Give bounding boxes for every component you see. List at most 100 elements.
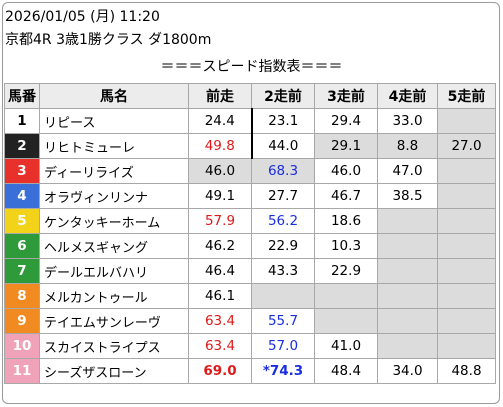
table-row: 5 ケンタッキーホーム 57.9 56.2 18.6 bbox=[4, 208, 496, 234]
speed-index-cell: 57.9 bbox=[188, 208, 252, 234]
speed-index-cell: 29.1 bbox=[314, 133, 378, 159]
speed-index-cell bbox=[437, 333, 496, 359]
speed-index-cell: 38.5 bbox=[377, 183, 438, 209]
horse-name: オラヴィンリンナ bbox=[39, 183, 189, 209]
table-row: 8 メルカントゥール 46.1 bbox=[4, 283, 496, 309]
speed-index-cell bbox=[437, 158, 496, 184]
horse-name: シーズザスローン bbox=[39, 358, 189, 384]
horse-number: 9 bbox=[4, 308, 40, 334]
horse-name: デールエルバハリ bbox=[39, 258, 189, 284]
header-5-races-ago: 5走前 bbox=[437, 83, 496, 109]
horse-number: 4 bbox=[4, 183, 40, 209]
table-title: ＝＝＝スピード指数表＝＝＝ bbox=[160, 59, 343, 75]
horse-name: リピース bbox=[39, 108, 189, 134]
speed-index-cell: 46.0 bbox=[188, 158, 252, 184]
speed-index-cell: 68.3 bbox=[251, 158, 315, 184]
table-row: 1 リピース 24.4 23.1 29.4 33.0 bbox=[4, 108, 496, 134]
speed-index-cell: 27.7 bbox=[251, 183, 315, 209]
header-horse-name: 馬名 bbox=[39, 83, 189, 109]
table-row: 9 テイエムサンレーヴ 63.4 55.7 bbox=[4, 308, 496, 334]
speed-index-cell: 48.4 bbox=[314, 358, 378, 384]
horse-number: 5 bbox=[4, 208, 40, 234]
speed-index-cell: *74.3 bbox=[251, 358, 315, 384]
speed-index-cell: 23.1 bbox=[251, 108, 315, 134]
horse-number: 11 bbox=[4, 358, 40, 384]
speed-index-cell: 43.3 bbox=[251, 258, 315, 284]
speed-index-cell: 46.0 bbox=[314, 158, 378, 184]
header-3-races-ago: 3走前 bbox=[314, 83, 378, 109]
speed-index-cell bbox=[437, 258, 496, 284]
race-info: 京都4R 3歳1勝クラス ダ1800m bbox=[5, 32, 212, 48]
speed-index-cell: 24.4 bbox=[188, 108, 253, 134]
table-row: 7 デールエルバハリ 46.4 43.3 22.9 bbox=[4, 258, 496, 284]
speed-index-cell: 44.0 bbox=[251, 133, 315, 159]
speed-index-cell: 46.7 bbox=[314, 183, 378, 209]
horse-number: 7 bbox=[4, 258, 40, 284]
speed-index-cell bbox=[437, 208, 496, 234]
speed-index-cell: 63.4 bbox=[188, 308, 252, 334]
speed-index-cell bbox=[377, 208, 438, 234]
speed-index-cell: 46.2 bbox=[188, 233, 252, 259]
speed-index-cell: 18.6 bbox=[314, 208, 378, 234]
speed-index-cell: 29.4 bbox=[314, 108, 378, 134]
speed-index-cell: 63.4 bbox=[188, 333, 252, 359]
table-row: 3 ディーリライズ 46.0 68.3 46.0 47.0 bbox=[4, 158, 496, 184]
horse-name: ケンタッキーホーム bbox=[39, 208, 189, 234]
speed-index-cell: 69.0 bbox=[188, 358, 252, 384]
horse-number: 6 bbox=[4, 233, 40, 259]
speed-index-cell: 34.0 bbox=[377, 358, 438, 384]
horse-number: 3 bbox=[4, 158, 40, 184]
speed-index-cell: 41.0 bbox=[314, 333, 378, 359]
speed-index-cell: 8.8 bbox=[377, 133, 438, 159]
speed-index-cell: 46.4 bbox=[188, 258, 252, 284]
table-row: 11 シーズザスローン 69.0 *74.3 48.4 34.0 48.8 bbox=[4, 358, 496, 384]
horse-number: 2 bbox=[4, 133, 40, 159]
speed-index-cell: 27.0 bbox=[437, 133, 496, 159]
speed-index-cell bbox=[377, 233, 438, 259]
speed-index-cell: 10.3 bbox=[314, 233, 378, 259]
horse-name: リヒトミューレ bbox=[39, 133, 189, 159]
speed-index-cell: 46.1 bbox=[188, 283, 252, 309]
speed-index-cell bbox=[377, 333, 438, 359]
speed-index-cell: 49.8 bbox=[188, 133, 253, 159]
speed-index-cell bbox=[437, 108, 496, 134]
speed-index-table: 馬番 馬名 前走 2走前 3走前 4走前 5走前 1 リピース 24.4 23.1 29… bbox=[4, 83, 496, 384]
table-row: 6 ヘルメスギャング 46.2 22.9 10.3 bbox=[4, 233, 496, 259]
race-datetime: 2026/01/05 (月) 11:20 bbox=[5, 9, 160, 25]
table-row: 2 リヒトミューレ 49.8 44.0 29.1 8.8 27.0 bbox=[4, 133, 496, 159]
speed-index-cell: 22.9 bbox=[251, 233, 315, 259]
speed-index-cell bbox=[251, 283, 315, 309]
horse-number: 8 bbox=[4, 283, 40, 309]
horse-name: スカイストライプス bbox=[39, 333, 189, 359]
speed-index-cell bbox=[437, 283, 496, 309]
speed-index-cell: 22.9 bbox=[314, 258, 378, 284]
speed-index-cell bbox=[377, 283, 438, 309]
speed-index-cell: 55.7 bbox=[251, 308, 315, 334]
speed-index-cell bbox=[314, 308, 378, 334]
speed-index-cell bbox=[314, 283, 378, 309]
speed-index-cell bbox=[437, 308, 496, 334]
speed-index-cell: 47.0 bbox=[377, 158, 438, 184]
speed-index-cell bbox=[377, 308, 438, 334]
header-last-race: 前走 bbox=[188, 83, 252, 109]
table-row: 4 オラヴィンリンナ 49.1 27.7 46.7 38.5 bbox=[4, 183, 496, 209]
speed-index-cell: 56.2 bbox=[251, 208, 315, 234]
header-number: 馬番 bbox=[4, 83, 40, 109]
speed-index-cell bbox=[377, 258, 438, 284]
horse-number: 10 bbox=[4, 333, 40, 359]
horse-name: ディーリライズ bbox=[39, 158, 189, 184]
table-header-row: 馬番 馬名 前走 2走前 3走前 4走前 5走前 bbox=[4, 83, 496, 109]
speed-index-cell: 33.0 bbox=[377, 108, 438, 134]
table-row: 10 スカイストライプス 63.4 57.0 41.0 bbox=[4, 333, 496, 359]
speed-index-cell bbox=[437, 183, 496, 209]
speed-index-cell bbox=[437, 233, 496, 259]
speed-index-cell: 49.1 bbox=[188, 183, 252, 209]
speed-index-cell: 48.8 bbox=[437, 358, 496, 384]
horse-name: ヘルメスギャング bbox=[39, 233, 189, 259]
speed-index-cell: 57.0 bbox=[251, 333, 315, 359]
horse-number: 1 bbox=[4, 108, 40, 134]
header-4-races-ago: 4走前 bbox=[377, 83, 438, 109]
horse-name: メルカントゥール bbox=[39, 283, 189, 309]
horse-name: テイエムサンレーヴ bbox=[39, 308, 189, 334]
header-2-races-ago: 2走前 bbox=[251, 83, 315, 109]
